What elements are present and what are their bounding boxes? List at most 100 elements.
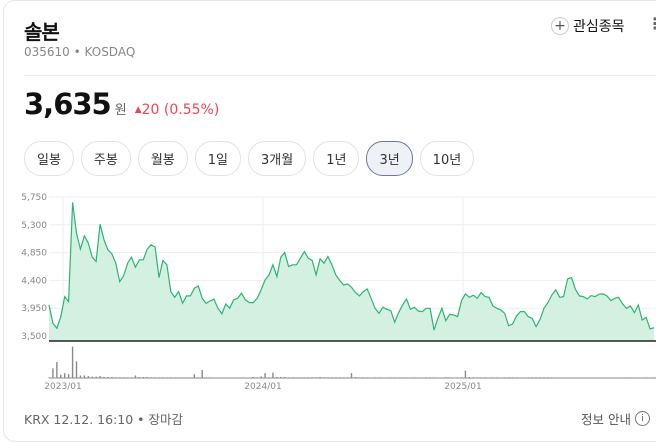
volume-bar xyxy=(142,377,144,378)
tab-3y[interactable]: 3년 xyxy=(366,141,413,176)
volume-bar xyxy=(64,373,66,378)
volume-bar xyxy=(331,377,333,378)
volume-bar xyxy=(56,362,58,378)
volume-bar xyxy=(83,375,86,378)
volume-bar xyxy=(122,377,125,378)
tab-daily[interactable]: 일봉 xyxy=(24,141,74,176)
volume-bar xyxy=(445,377,447,378)
tab-monthly[interactable]: 월봉 xyxy=(137,141,188,176)
volume-bar xyxy=(130,377,133,378)
volume-bar xyxy=(413,377,416,378)
volume-bar xyxy=(374,377,376,378)
volume-bar xyxy=(480,377,482,378)
volume-bar xyxy=(551,377,553,378)
volume-bar xyxy=(449,377,451,378)
x-tick-label: 2025/01 xyxy=(444,382,481,392)
volume-bar xyxy=(189,377,192,378)
volume-bar xyxy=(496,377,498,378)
volume-bar xyxy=(394,377,396,378)
volume-bar xyxy=(181,377,184,378)
y-tick-label: 4,850 xyxy=(21,249,47,259)
volume-bar xyxy=(162,377,164,378)
volume-bar xyxy=(468,377,471,378)
volume-bar xyxy=(354,377,357,378)
volume-bar xyxy=(327,377,329,378)
current-price: 3,635 xyxy=(24,87,112,121)
volume-bar xyxy=(205,377,207,378)
volume-bar xyxy=(362,377,364,378)
volume-bar xyxy=(464,370,467,378)
volume-bar xyxy=(303,377,306,378)
volume-bar xyxy=(531,377,533,378)
volume-bar xyxy=(358,377,361,378)
x-tick-label: 2023/01 xyxy=(44,382,81,392)
volume-bar xyxy=(256,377,258,378)
volume-bar xyxy=(280,377,282,378)
volume-bar xyxy=(119,377,121,378)
volume-bar xyxy=(67,374,70,378)
volume-bar xyxy=(390,377,392,378)
volume-bar xyxy=(260,376,262,378)
info-label: 정보 안내 xyxy=(581,412,631,427)
volume-bar xyxy=(174,377,176,378)
volume-bar xyxy=(87,376,89,378)
plus-icon: + xyxy=(551,17,569,35)
volume-bar xyxy=(201,370,203,378)
volume-bar xyxy=(75,361,78,378)
volume-bar xyxy=(366,377,368,378)
stock-code-line: 035610 • KOSDAQ xyxy=(24,45,136,59)
volume-bar xyxy=(107,377,109,378)
stock-code: 035610 xyxy=(24,45,70,59)
volume-bar xyxy=(319,377,321,378)
volume-bar xyxy=(492,377,494,378)
volume-bar xyxy=(91,376,93,378)
volume-bar xyxy=(543,377,545,378)
volume-bar xyxy=(323,377,325,378)
price-chart[interactable]: 5,750 5,300 4,850 4,400 3,950 3,500 2023/01 202… xyxy=(0,185,656,395)
volume-bar xyxy=(339,377,341,378)
volume-bar xyxy=(193,374,196,378)
volume-bar xyxy=(307,377,309,378)
volume-bar xyxy=(295,377,298,378)
volume-bar xyxy=(507,377,510,378)
more-options-icon[interactable]: ⋮ xyxy=(647,14,656,33)
tab-1y[interactable]: 1년 xyxy=(313,141,360,176)
volume-bar xyxy=(484,377,486,378)
volume-bar xyxy=(645,377,647,378)
divider xyxy=(24,75,656,76)
stock-name: 솔본 xyxy=(24,20,60,44)
volume-bar xyxy=(272,372,274,378)
volume-bar xyxy=(138,377,141,378)
volume-bar xyxy=(401,377,404,378)
volume-bar xyxy=(197,377,199,378)
x-tick-label: 2024/01 xyxy=(244,382,281,392)
info-icon: i xyxy=(635,411,650,426)
volume-bar xyxy=(311,377,313,378)
volume-bar xyxy=(625,377,628,378)
add-watchlist-button[interactable]: + 관심종목 xyxy=(551,16,625,36)
volume-bar xyxy=(264,373,266,378)
volume-bar xyxy=(252,377,254,378)
volume-bar xyxy=(185,377,188,378)
change-percent: (0.55%) xyxy=(163,102,220,118)
volume-bar xyxy=(527,377,529,378)
volume-bar xyxy=(425,377,427,378)
volume-bar xyxy=(378,377,380,378)
info-button[interactable]: 정보 안내 i xyxy=(581,409,650,428)
quote: 3,635 원 ▲20 (0.55%) xyxy=(24,87,219,121)
tab-3m[interactable]: 3개월 xyxy=(248,141,307,176)
tab-10y[interactable]: 10년 xyxy=(419,141,475,176)
volume-bar xyxy=(287,377,290,378)
volume-bar xyxy=(629,377,632,378)
volume-bar xyxy=(52,368,54,378)
y-tick-label: 5,300 xyxy=(21,221,47,231)
volume-bar xyxy=(472,377,474,378)
tab-1d[interactable]: 1일 xyxy=(194,141,241,176)
volume-bar xyxy=(134,375,137,378)
volume-bar xyxy=(177,377,180,378)
volume-bar xyxy=(504,377,506,378)
volume-bar xyxy=(95,376,97,378)
volume-bar xyxy=(79,375,82,378)
volume-bar xyxy=(511,377,514,378)
tab-weekly[interactable]: 주봉 xyxy=(80,141,131,176)
